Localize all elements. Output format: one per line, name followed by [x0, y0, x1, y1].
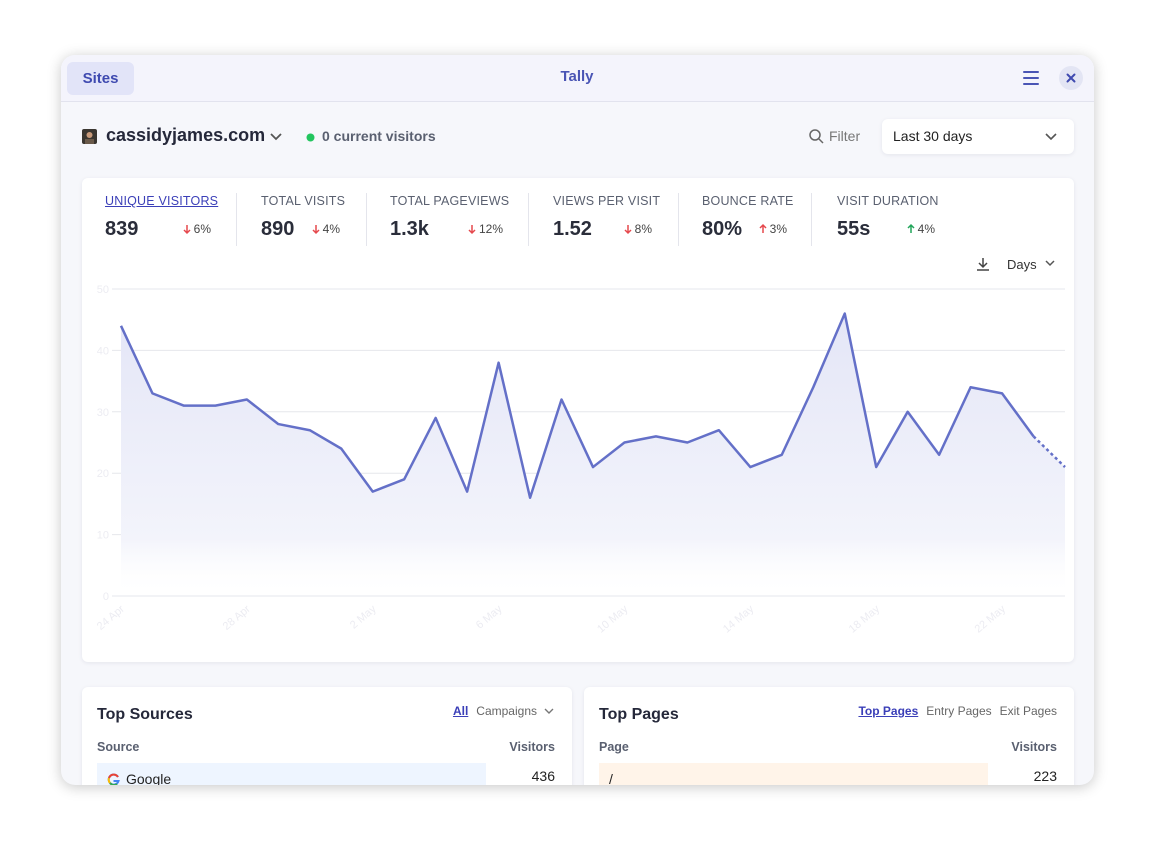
- stat-value: 1.3k: [390, 218, 429, 240]
- x-tick-label: 10 May: [595, 603, 631, 636]
- stat-separator: [678, 193, 679, 246]
- interval-select[interactable]: Days: [1007, 257, 1037, 272]
- y-tick-label: 10: [97, 530, 109, 542]
- stat-value: 890: [261, 218, 295, 240]
- live-dot: [306, 133, 315, 142]
- site-chevron[interactable]: [269, 129, 283, 143]
- trend-arrow: [624, 225, 632, 235]
- stat-change: 4%: [312, 222, 340, 236]
- row-value: 223: [1033, 768, 1057, 784]
- tab[interactable]: Exit Pages: [999, 704, 1057, 718]
- y-tick-label: 0: [103, 591, 109, 603]
- app-title: Tally: [560, 68, 594, 85]
- x-tick-label: 28 Apr: [221, 603, 253, 633]
- y-tick-label: 50: [97, 284, 109, 296]
- row-bar: [599, 763, 988, 785]
- app-window: Sites Tally cassidyjames.com 0 current v…: [61, 55, 1094, 785]
- search-icon[interactable]: [808, 128, 824, 144]
- stat-value: 1.52: [553, 218, 592, 240]
- y-tick-label: 40: [97, 345, 109, 357]
- stat-change: 8%: [624, 222, 652, 236]
- card-title: Top Sources: [97, 706, 193, 723]
- tab[interactable]: Top Pages: [858, 704, 919, 718]
- tabs: All Campaigns: [445, 704, 555, 718]
- range-select[interactable]: Last 30 days: [882, 119, 1074, 154]
- line-series: [119, 312, 1035, 500]
- trend-arrow: [759, 223, 767, 233]
- column-header: Visitors: [1011, 740, 1057, 754]
- stat-label[interactable]: TOTAL VISITS: [261, 194, 346, 208]
- trend-arrow: [468, 225, 476, 235]
- top-pages-card: Top Pages Top Pages Entry Pages Exit Pages P…: [584, 687, 1074, 785]
- x-tick-label: 18 May: [847, 603, 883, 636]
- stat-value: 80%: [702, 218, 743, 240]
- menu-icon[interactable]: [1021, 68, 1041, 88]
- tabs: Top Pages Entry Pages Exit Pages: [850, 704, 1057, 718]
- stat-separator: [236, 193, 237, 246]
- line-area: [121, 313, 1065, 596]
- stat-separator: [366, 193, 367, 246]
- stat-label[interactable]: VISIT DURATION: [837, 194, 939, 208]
- x-tick-label: 14 May: [721, 603, 757, 636]
- row-bar: [97, 763, 486, 785]
- stat-change: 4%: [907, 222, 935, 236]
- tab[interactable]: All: [452, 704, 469, 718]
- stat-change: 3%: [759, 222, 787, 236]
- x-tick-label: 22 May: [973, 603, 1009, 636]
- trend-arrow: [183, 225, 191, 235]
- sites-button[interactable]: Sites: [67, 62, 134, 95]
- stat-value: 839: [105, 218, 139, 240]
- current-visitors: 0 current visitors: [322, 128, 436, 144]
- top-sources-card: Top Sources All Campaigns Source Visitors Goo…: [82, 687, 572, 785]
- tab[interactable]: Entry Pages: [926, 704, 992, 718]
- stat-separator: [811, 193, 812, 246]
- site-name[interactable]: cassidyjames.com: [106, 125, 266, 145]
- column-header: Visitors: [509, 740, 555, 754]
- y-tick-label: 30: [97, 407, 109, 419]
- stat-label[interactable]: TOTAL PAGEVIEWS: [390, 194, 510, 208]
- trend-arrow: [312, 225, 320, 235]
- row-value: 436: [531, 768, 555, 784]
- x-tick-label: 6 May: [474, 603, 505, 632]
- tab-chevron[interactable]: [543, 705, 555, 717]
- download-icon[interactable]: [977, 258, 989, 271]
- filter-button[interactable]: Filter: [829, 128, 861, 144]
- card-title: Top Pages: [599, 706, 679, 723]
- x-tick-label: 2 May: [348, 603, 379, 632]
- stat-change: 12%: [468, 222, 503, 236]
- stat-change: 6%: [183, 222, 211, 236]
- line-series-partial: [1032, 435, 1066, 468]
- x-tick-label: 24 Apr: [95, 603, 127, 633]
- column-header: Page: [599, 740, 629, 754]
- stat-value: 55s: [837, 218, 871, 240]
- header-bar: Sites Tally: [61, 55, 1094, 102]
- source-icon: [107, 773, 120, 785]
- row-label[interactable]: /: [609, 771, 613, 785]
- close-button[interactable]: [1058, 65, 1084, 91]
- interval-chevron[interactable]: [1045, 260, 1055, 267]
- stat-label[interactable]: VIEWS PER VISIT: [553, 194, 661, 208]
- stat-label[interactable]: BOUNCE RATE: [702, 194, 794, 208]
- site-favicon: [82, 129, 97, 144]
- stat-separator: [528, 193, 529, 246]
- range-chevron: [1045, 133, 1057, 141]
- stats-card: Days 0 10 20 30 40 50 24 Apr 28 Apr 2 May 6 May 10…: [82, 178, 1074, 662]
- trend-arrow: [907, 223, 915, 233]
- stat-label[interactable]: UNIQUE VISITORS: [105, 194, 219, 208]
- row-label[interactable]: Google: [126, 771, 172, 785]
- tab[interactable]: Campaigns: [476, 704, 537, 718]
- range-text: Last 30 days: [893, 128, 973, 144]
- column-header: Source: [97, 740, 140, 754]
- y-tick-label: 20: [97, 468, 109, 480]
- chart: Days 0 10 20 30 40 50 24 Apr 28 Apr 2 May 6 May 10…: [95, 257, 1066, 636]
